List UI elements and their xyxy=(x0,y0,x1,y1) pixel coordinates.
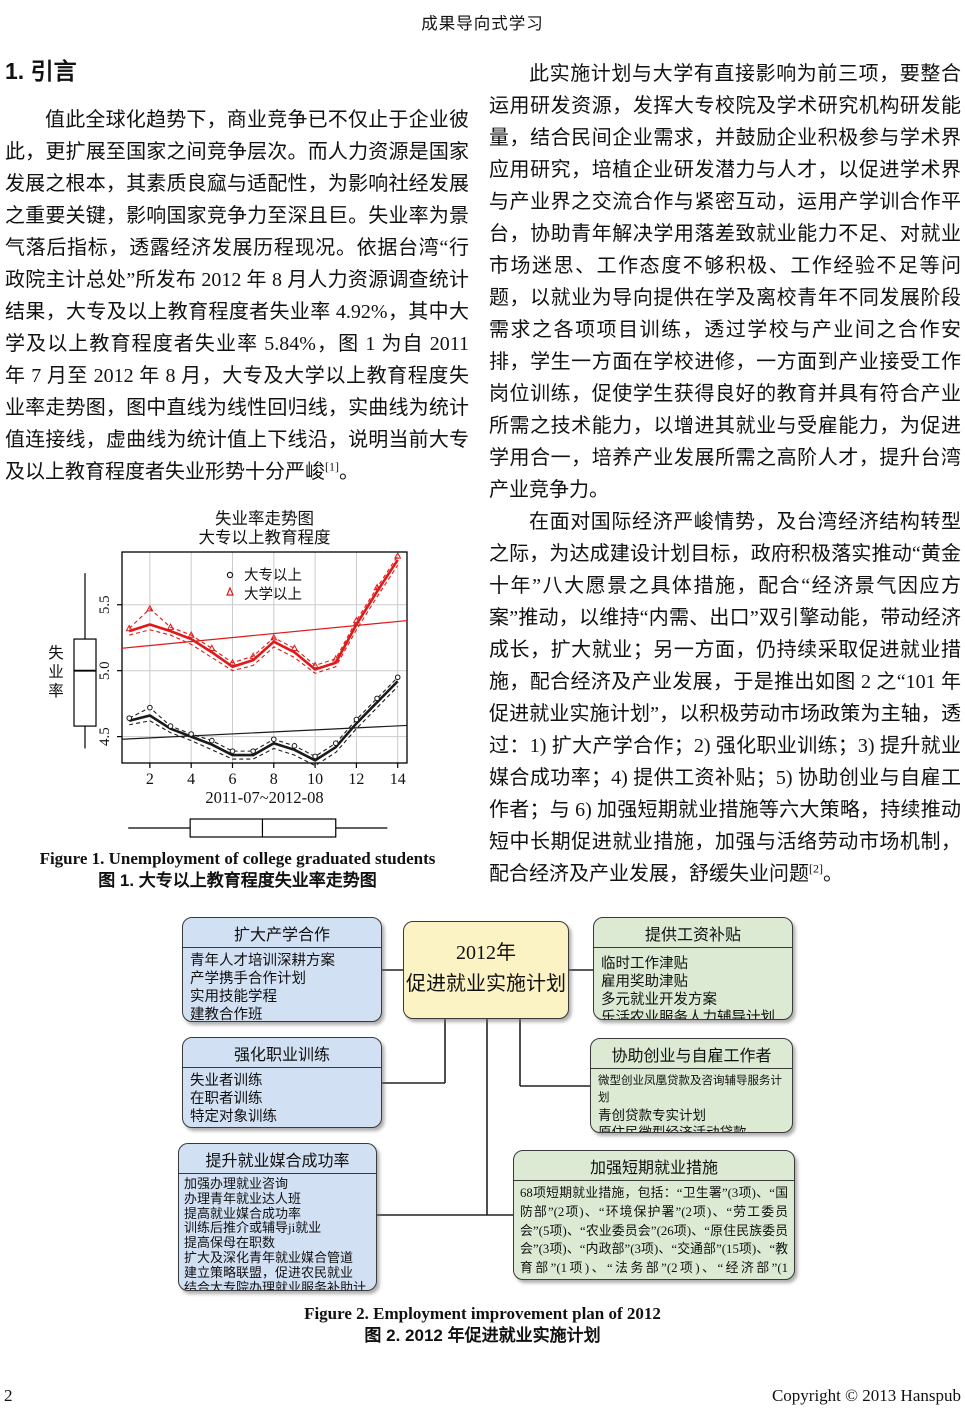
box-item: 特定对象训练 xyxy=(190,1109,277,1125)
short-term-measures-text: 68项短期就业措施，包括：“卫生署”(3项)、“国防部”(2项)、“环境保护署”… xyxy=(520,1186,788,1276)
center-box-line2: 促进就业实施计划 xyxy=(406,973,566,995)
box-item: 提高就业媒合成功率 xyxy=(184,1205,302,1221)
box-title: 提供工资补贴 xyxy=(594,918,792,948)
strategy-box-short-term-measures: 加强短期就业措施 68项短期就业措施，包括：“卫生署”(3项)、“国防部”(2项… xyxy=(513,1150,795,1280)
box-title: 协助创业与自雇工作者 xyxy=(591,1039,792,1069)
figure1: 失业率走势图 大专以上教育程度 2 4 6 8 10 12 14 4.5 5.0 5.5 2011-07… xyxy=(40,508,465,846)
svg-text:失业率走势图: 失业率走势图 xyxy=(215,509,314,528)
svg-text:8: 8 xyxy=(270,771,278,788)
center-box-line1: 2012年 xyxy=(456,942,516,964)
svg-text:14: 14 xyxy=(390,771,406,788)
box-item: 青创贷款专实计划 xyxy=(598,1108,706,1123)
svg-text:6: 6 xyxy=(228,771,236,788)
strategy-box-wage-subsidy: 提供工资补贴 临时工作津贴 雇用奖助津贴多元就业开发方案乐活农业服务人力辅导计划 xyxy=(593,917,793,1020)
copyright: Copyright © 2013 Hanspub xyxy=(771,1386,961,1405)
box-item: 提高保母在职数 xyxy=(184,1235,276,1251)
figure2-caption-zh: 图 2. 2012 年促进就业实施计划 xyxy=(364,1326,601,1345)
svg-text:2011-07~2012-08: 2011-07~2012-08 xyxy=(205,788,323,807)
box-item: 结合大专院办理就业服务补助计划 xyxy=(184,1279,367,1291)
svg-text:大学以上: 大学以上 xyxy=(244,586,302,603)
plan-paragraph: 此实施计划与大学有直接影响为前三项，要整合运用研发资源，发挥大专校院及学术研究机… xyxy=(489,63,961,501)
svg-text:12: 12 xyxy=(348,771,364,788)
section-heading: 1. 引言 xyxy=(5,58,77,84)
svg-text:5.0: 5.0 xyxy=(97,661,113,680)
figure2-diagram: 2012年 促进就业实施计划 扩大产学合作 青年人才培训深耕方案 产学携手合作计划… xyxy=(0,905,965,1303)
box-item: 青年人才培训深耕方案 xyxy=(190,953,335,969)
sentence-end: 。 xyxy=(339,461,359,483)
box-title: 强化职业训练 xyxy=(183,1038,381,1068)
sentence-end: 。 xyxy=(823,863,843,885)
box-item: 加强办理就业咨询 xyxy=(184,1176,289,1191)
box-item: 微型创业凤凰贷款及咨询辅导服务计划 xyxy=(598,1075,782,1104)
box-title: 扩大产学合作 xyxy=(183,918,381,948)
figure1-caption-en: Figure 1. Unemployment of college gradua… xyxy=(39,849,436,868)
center-box-2012-plan: 2012年 促进就业实施计划 xyxy=(403,921,569,1019)
box-item: 办理青年就业达人班 xyxy=(184,1190,302,1206)
box-item: 失业者训练 xyxy=(190,1073,263,1089)
strategy-box-job-matching: 提升就业媒合成功率 加强办理就业咨询 办理青年就业达人班 提高就业媒合成功率 训练后推… xyxy=(178,1143,377,1291)
intro-paragraph: 值此全球化趋势下，商业竞争已不仅止于企业彼此，更扩展至国家之间竞争层次。而人力资… xyxy=(5,104,469,488)
box-item: 建立策略联盟，促进农民就业 xyxy=(184,1264,354,1280)
box-item: 建教合作班 xyxy=(190,1007,263,1022)
box-item: 在职者训练 xyxy=(190,1091,263,1107)
svg-text:2: 2 xyxy=(146,771,154,788)
strategy-box-vocational-training: 强化职业训练 失业者训练在职者训练特定对象训练 xyxy=(182,1037,382,1128)
svg-text:5.5: 5.5 xyxy=(97,595,113,614)
figure2-caption: Figure 2. Employment improvement plan of… xyxy=(0,1303,965,1347)
strategy-paragraph: 在面对国际经济严峻情势，及台湾经济结构转型之际，为达成建设计划目标，政府积极落实… xyxy=(489,506,961,890)
box-item: 雇用奖助津贴 xyxy=(601,974,688,990)
box-item: 训练后推介或辅导ji就业 xyxy=(184,1220,322,1236)
intro-paragraph-text: 值此全球化趋势下，商业竞争已不仅止于企业彼此，更扩展至国家之间竞争层次。而人力资… xyxy=(5,109,469,483)
citation-ref-2: [2] xyxy=(809,861,823,876)
running-header: 成果导向式学习 xyxy=(421,14,544,33)
svg-text:业: 业 xyxy=(48,663,64,681)
left-column: 1. 引言 值此全球化趋势下，商业竞争已不仅止于企业彼此，更扩展至国家之间竞争层… xyxy=(5,52,469,488)
right-column: 此实施计划与大学有直接影响为前三项，要整合运用研发资源，发挥大专校院及学术研究机… xyxy=(489,58,961,890)
strategy-box-entrepreneurship: 协助创业与自雇工作者 微型创业凤凰贷款及咨询辅导服务计划青创贷款专实计划原住民微… xyxy=(590,1038,793,1133)
svg-text:4: 4 xyxy=(187,771,195,788)
svg-text:失: 失 xyxy=(48,644,64,662)
svg-text:10: 10 xyxy=(307,771,323,788)
box-title: 加强短期就业措施 xyxy=(514,1151,794,1181)
citation-ref-1: [1] xyxy=(325,459,339,474)
box-item: 实用技能学程 xyxy=(190,989,277,1005)
page-number: 2 xyxy=(4,1386,13,1405)
box-item: 产学携手合作计划 xyxy=(190,971,306,987)
box-item: 原住民微型经济活动贷款 xyxy=(598,1125,747,1133)
svg-text:大专以上教育程度: 大专以上教育程度 xyxy=(199,528,331,547)
strategy-box-industry-academia: 扩大产学合作 青年人才培训深耕方案 产学携手合作计划 实用技能学程 建教合作班 xyxy=(182,917,382,1022)
strategy-paragraph-text: 在面对国际经济严峻情势，及台湾经济结构转型之际，为达成建设计划目标，政府积极落实… xyxy=(489,511,961,885)
figure1-caption-zh: 图 1. 大专以上教育程度失业率走势图 xyxy=(98,871,377,890)
figure1-caption: Figure 1. Unemployment of college gradua… xyxy=(0,848,475,892)
svg-text:率: 率 xyxy=(48,682,64,700)
figure2-caption-en: Figure 2. Employment improvement plan of… xyxy=(304,1304,661,1323)
svg-text:4.5: 4.5 xyxy=(97,727,113,746)
box-title: 提升就业媒合成功率 xyxy=(179,1144,376,1174)
box-item: 扩大及深化青年就业媒合管道 xyxy=(184,1249,354,1265)
box-item: 临时工作津贴 xyxy=(601,956,688,972)
connector-lines xyxy=(377,969,593,1216)
box-item: 乐活农业服务人力辅导计划 xyxy=(601,1010,775,1020)
box-item: 多元就业开发方案 xyxy=(601,992,717,1008)
svg-text:大专以上: 大专以上 xyxy=(244,567,302,584)
